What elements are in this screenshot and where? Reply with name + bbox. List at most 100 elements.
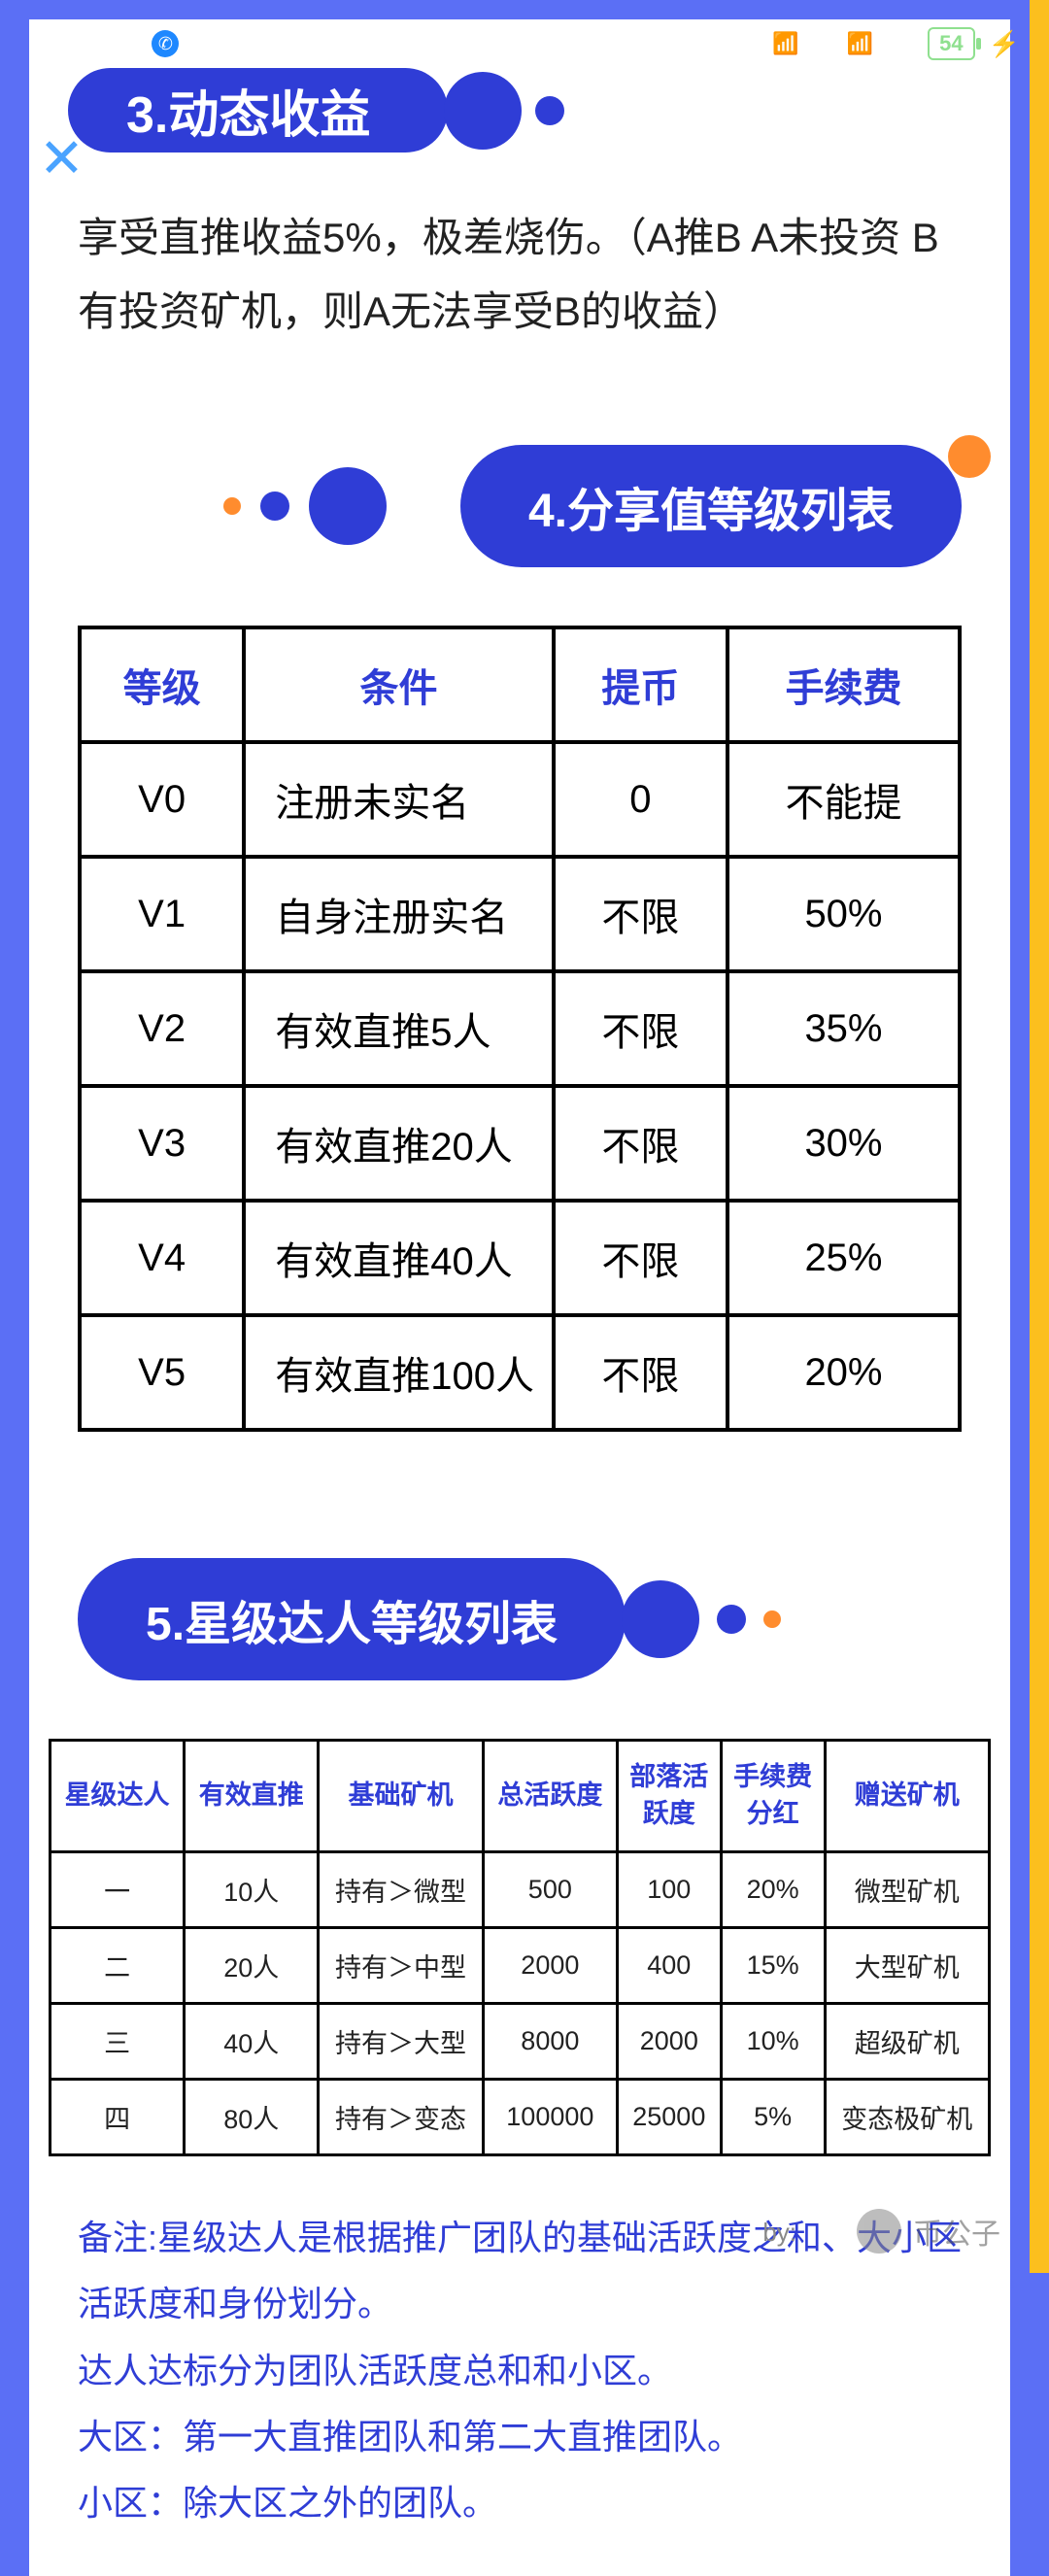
table-cell: 100: [617, 1851, 721, 1927]
table-cell: 注册未实名: [244, 742, 554, 857]
section-5-title: 5.星级达人等级列表: [146, 1599, 558, 1650]
star-table-header: 基础矿机: [319, 1741, 483, 1852]
table-cell: 有效直推5人: [244, 971, 554, 1086]
table-cell: 35%: [728, 971, 960, 1086]
table-cell: 大型矿机: [825, 1927, 990, 2003]
table-cell: 100000: [483, 2079, 617, 2154]
table-cell: 80人: [185, 2079, 319, 2154]
table-cell: 15%: [721, 1927, 825, 2003]
share-table-header: 提币: [554, 627, 728, 742]
table-cell: 不限: [554, 1315, 728, 1430]
share-table-header: 条件: [244, 627, 554, 742]
table-cell: 不限: [554, 971, 728, 1086]
table-cell: 一: [51, 1851, 185, 1927]
table-cell: 自身注册实名: [244, 857, 554, 971]
table-row: V0注册未实名0不能提: [80, 742, 960, 857]
hd-indicator-1: HD: [736, 35, 759, 52]
table-cell: 微型矿机: [825, 1851, 990, 1927]
table-cell: 有效直推40人: [244, 1201, 554, 1315]
battery-indicator: 54: [928, 27, 974, 60]
table-cell: 持有＞大型: [319, 2003, 483, 2079]
table-cell: V3: [80, 1086, 244, 1201]
signal-icon-1: 📶: [772, 31, 796, 56]
table-cell: 二: [51, 1927, 185, 2003]
table-cell: 有效直推100人: [244, 1315, 554, 1430]
signal-icon-2: 📶: [847, 31, 871, 56]
table-cell: V4: [80, 1201, 244, 1315]
table-cell: 20%: [728, 1315, 960, 1430]
table-cell: 不限: [554, 1086, 728, 1201]
table-row: 三40人持有＞大型8000200010%超级矿机: [51, 2003, 990, 2079]
section-4-title: 4.分享值等级列表: [528, 486, 894, 537]
watermark-name: 币公子: [913, 2210, 1000, 2253]
star-table-header: 手续费分红: [721, 1741, 825, 1852]
table-row: 一10人持有＞微型50010020%微型矿机: [51, 1851, 990, 1927]
wifi-icon: [885, 29, 914, 59]
table-row: V3有效直推20人不限30%: [80, 1086, 960, 1201]
notes-block: 备注:星级达人是根据推广团队的基础活跃度之和、大小区活跃度和身份划分。 达人达标…: [78, 2205, 962, 2537]
article-content: 3.动态收益 享受直推收益5%，极差烧伤。（A推B A未投资 B有投资矿机，则A…: [29, 19, 1010, 2576]
section-3-title: 3.动态收益: [126, 87, 370, 144]
close-button[interactable]: ✕: [39, 126, 85, 190]
note-4: 小区：除大区之外的团队。: [78, 2470, 962, 2536]
table-cell: 持有＞中型: [319, 1927, 483, 2003]
table-cell: 有效直推20人: [244, 1086, 554, 1201]
section-4-header: 4.分享值等级列表: [460, 445, 962, 567]
star-table-header: 部落活跃度: [617, 1741, 721, 1852]
share-level-table: 等级条件提币手续费 V0注册未实名0不能提V1自身注册实名不限50%V2有效直推…: [78, 626, 962, 1432]
right-accent-bar: [1030, 0, 1049, 2273]
table-cell: 50%: [728, 857, 960, 971]
note-3: 大区：第一大直推团队和第二大直推团队。: [78, 2404, 962, 2470]
table-cell: 500: [483, 1851, 617, 1927]
table-cell: 四: [51, 2079, 185, 2154]
watermark: 币公子: [857, 2209, 1000, 2254]
table-row: 四80人持有＞变态100000250005%变态极矿机: [51, 2079, 990, 2154]
share-table-header: 手续费: [728, 627, 960, 742]
table-cell: 变态极矿机: [825, 2079, 990, 2154]
star-table-header: 赠送矿机: [825, 1741, 990, 1852]
byline: by:: [762, 2218, 796, 2248]
table-cell: 20%: [721, 1851, 825, 1927]
star-table-header: 有效直推: [185, 1741, 319, 1852]
table-cell: 超级矿机: [825, 2003, 990, 2079]
table-row: V4有效直推40人不限25%: [80, 1201, 960, 1315]
charging-icon: ⚡: [989, 29, 1020, 59]
table-cell: 10人: [185, 1851, 319, 1927]
section-3-text: 享受直推收益5%，极差烧伤。（A推B A未投资 B有投资矿机，则A无法享受B的收…: [78, 201, 962, 348]
table-cell: 不能提: [728, 742, 960, 857]
table-row: V2有效直推5人不限35%: [80, 971, 960, 1086]
table-cell: 25000: [617, 2079, 721, 2154]
table-cell: 25%: [728, 1201, 960, 1315]
table-cell: 30%: [728, 1086, 960, 1201]
table-cell: 8000: [483, 2003, 617, 2079]
table-cell: 5%: [721, 2079, 825, 2154]
star-level-table: 星级达人有效直推基础矿机总活跃度部落活跃度手续费分红赠送矿机 一10人持有＞微型…: [49, 1739, 991, 2156]
watermark-logo-icon: [857, 2209, 901, 2254]
table-cell: 持有＞微型: [319, 1851, 483, 1927]
section-5-header: 5.星级达人等级列表: [78, 1558, 626, 1680]
table-cell: 不限: [554, 1201, 728, 1315]
hd-indicator-2: HD: [811, 35, 833, 52]
table-cell: 三: [51, 2003, 185, 2079]
table-cell: V5: [80, 1315, 244, 1430]
table-cell: 0: [554, 742, 728, 857]
star-table-header: 总活跃度: [483, 1741, 617, 1852]
status-time: 凌晨1:38: [29, 22, 144, 65]
status-bar: 凌晨1:38 ✆ HD 📶 HD 📶 54 ⚡: [0, 0, 1049, 87]
table-cell: 持有＞变态: [319, 2079, 483, 2154]
table-cell: V0: [80, 742, 244, 857]
share-table-header: 等级: [80, 627, 244, 742]
table-row: V5有效直推100人不限20%: [80, 1315, 960, 1430]
table-cell: 2000: [617, 2003, 721, 2079]
table-cell: 2000: [483, 1927, 617, 2003]
section-4-decoration: [223, 467, 387, 545]
note-1: 备注:星级达人是根据推广团队的基础活跃度之和、大小区活跃度和身份划分。: [78, 2205, 962, 2338]
section-5-decoration: [622, 1580, 781, 1658]
table-cell: 40人: [185, 2003, 319, 2079]
table-cell: 不限: [554, 857, 728, 971]
star-table-header: 星级达人: [51, 1741, 185, 1852]
note-2: 达人达标分为团队活跃度总和和小区。: [78, 2338, 962, 2404]
table-cell: V1: [80, 857, 244, 971]
table-row: 二20人持有＞中型200040015%大型矿机: [51, 1927, 990, 2003]
table-cell: 400: [617, 1927, 721, 2003]
